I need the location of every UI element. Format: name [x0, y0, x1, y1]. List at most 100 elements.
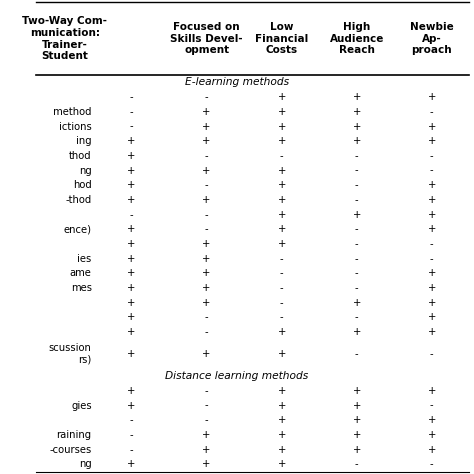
Text: High
Audience
Reach: High Audience Reach: [329, 22, 384, 55]
Text: -: -: [430, 349, 434, 359]
Text: +: +: [428, 445, 436, 455]
Text: +: +: [277, 386, 286, 396]
Text: -: -: [130, 445, 133, 455]
Text: +: +: [128, 401, 136, 410]
Text: +: +: [428, 180, 436, 190]
Text: -: -: [280, 254, 283, 264]
Text: method: method: [50, 107, 92, 117]
Text: +: +: [128, 165, 136, 175]
Text: +: +: [277, 165, 286, 175]
Text: ng: ng: [79, 165, 92, 175]
Text: +: +: [277, 327, 286, 337]
Text: mes: mes: [71, 283, 92, 293]
Text: -: -: [355, 254, 358, 264]
Text: -: -: [355, 268, 358, 278]
Text: +: +: [128, 283, 136, 293]
Text: +: +: [202, 254, 211, 264]
Text: -: -: [430, 107, 434, 117]
Text: -thod: -thod: [65, 195, 92, 205]
Text: +: +: [353, 415, 361, 425]
Text: -: -: [205, 224, 209, 234]
Text: +: +: [128, 298, 136, 308]
Text: +: +: [277, 195, 286, 205]
Text: Two-Way Com-
munication:
Trainer-
Student: Two-Way Com- munication: Trainer- Studen…: [22, 16, 107, 61]
Text: +: +: [202, 195, 211, 205]
Text: +: +: [428, 283, 436, 293]
Text: +: +: [128, 224, 136, 234]
Text: +: +: [353, 136, 361, 146]
Text: +: +: [128, 195, 136, 205]
Text: +: +: [277, 415, 286, 425]
Text: +: +: [277, 92, 286, 102]
Text: -: -: [280, 151, 283, 161]
Text: -: -: [430, 254, 434, 264]
Text: -: -: [355, 239, 358, 249]
Text: ing: ing: [76, 136, 92, 146]
Text: ies: ies: [77, 254, 92, 264]
Text: ame: ame: [70, 268, 92, 278]
Text: +: +: [202, 268, 211, 278]
Text: ence): ence): [64, 224, 92, 234]
Text: -: -: [430, 151, 434, 161]
Text: -: -: [130, 415, 133, 425]
Text: +: +: [202, 298, 211, 308]
Text: -: -: [205, 327, 209, 337]
Text: +: +: [277, 349, 286, 359]
Text: +: +: [277, 445, 286, 455]
Text: +: +: [277, 121, 286, 131]
Text: +: +: [202, 121, 211, 131]
Text: +: +: [428, 210, 436, 219]
Text: -: -: [355, 312, 358, 322]
Text: +: +: [353, 107, 361, 117]
Text: Distance learning methods: Distance learning methods: [165, 371, 309, 381]
Text: -: -: [205, 415, 209, 425]
Text: -: -: [205, 312, 209, 322]
Text: -: -: [355, 151, 358, 161]
Text: +: +: [428, 136, 436, 146]
Text: +: +: [128, 180, 136, 190]
Text: -: -: [430, 401, 434, 410]
Text: ng: ng: [79, 459, 92, 469]
Text: +: +: [202, 136, 211, 146]
Text: +: +: [277, 180, 286, 190]
Text: +: +: [428, 430, 436, 440]
Text: +: +: [428, 298, 436, 308]
Text: +: +: [428, 224, 436, 234]
Text: -: -: [280, 298, 283, 308]
Text: -: -: [205, 151, 209, 161]
Text: +: +: [277, 136, 286, 146]
Text: +: +: [353, 327, 361, 337]
Text: +: +: [128, 151, 136, 161]
Text: -: -: [130, 430, 133, 440]
Text: +: +: [353, 401, 361, 410]
Text: +: +: [277, 224, 286, 234]
Text: -: -: [280, 283, 283, 293]
Text: +: +: [428, 327, 436, 337]
Text: +: +: [428, 195, 436, 205]
Text: +: +: [353, 210, 361, 219]
Text: +: +: [128, 386, 136, 396]
Text: -: -: [355, 224, 358, 234]
Text: +: +: [428, 121, 436, 131]
Text: raining: raining: [56, 430, 92, 440]
Text: Focused on
Skills Devel-
opment: Focused on Skills Devel- opment: [170, 22, 243, 55]
Text: -: -: [355, 459, 358, 469]
Text: -: -: [430, 459, 434, 469]
Text: +: +: [277, 239, 286, 249]
Text: -: -: [430, 239, 434, 249]
Text: +: +: [128, 312, 136, 322]
Text: +: +: [202, 445, 211, 455]
Text: +: +: [202, 349, 211, 359]
Text: +: +: [202, 107, 211, 117]
Text: +: +: [277, 459, 286, 469]
Text: +: +: [277, 107, 286, 117]
Text: -: -: [355, 195, 358, 205]
Text: -: -: [130, 210, 133, 219]
Text: +: +: [202, 430, 211, 440]
Text: -: -: [205, 92, 209, 102]
Text: +: +: [353, 430, 361, 440]
Text: gies: gies: [71, 401, 92, 410]
Text: +: +: [353, 298, 361, 308]
Text: +: +: [202, 165, 211, 175]
Text: +: +: [128, 268, 136, 278]
